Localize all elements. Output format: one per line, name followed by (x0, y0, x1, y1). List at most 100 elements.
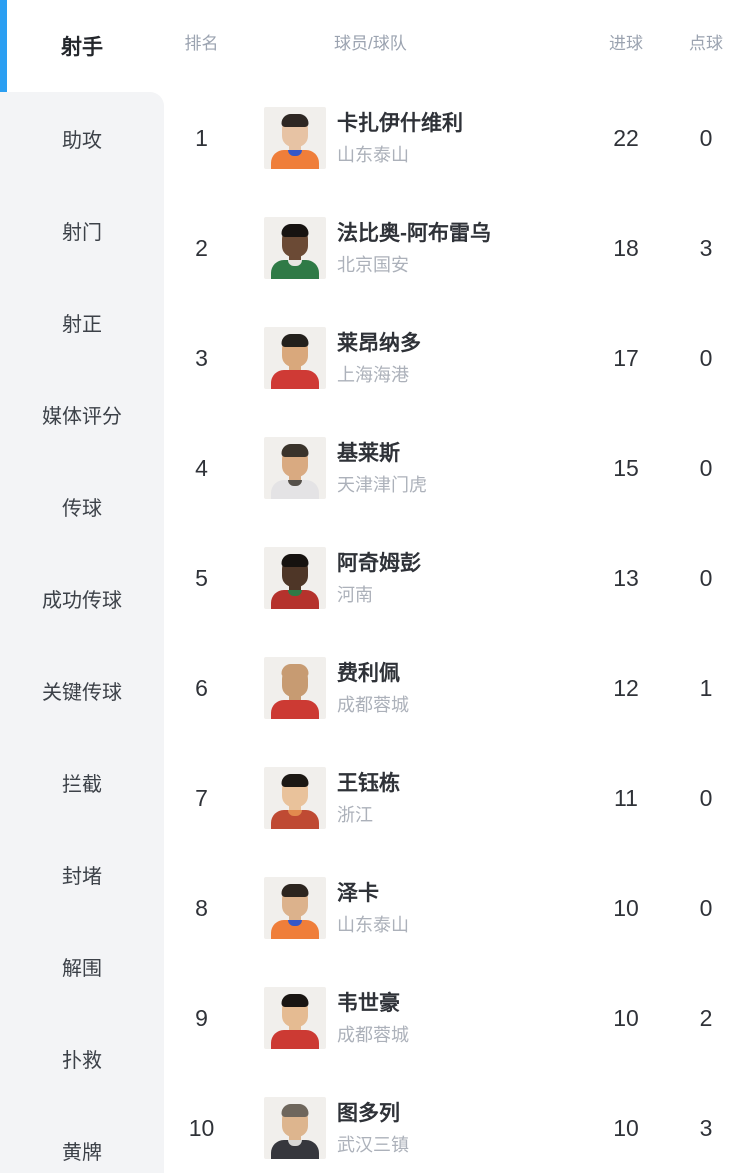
sidebar-item-yellow-cards[interactable]: 黄牌 (62, 1141, 102, 1164)
team-name: 山东泰山 (337, 914, 409, 935)
player-info: 王钰栋 浙江 (337, 771, 400, 826)
team-name: 北京国安 (337, 254, 409, 275)
goals-value: 10 (613, 894, 639, 921)
rank-value: 1 (195, 124, 208, 151)
player-cell: 王钰栋 浙江 (264, 767, 586, 829)
player-info: 阿奇姆彭 河南 (337, 551, 421, 606)
player-avatar (264, 657, 326, 719)
player-row[interactable]: 10 图多列 武汉三镇 10 3 (164, 1073, 750, 1173)
player-avatar (264, 547, 326, 609)
player-avatar (264, 987, 326, 1049)
player-row[interactable]: 4 基莱斯 天津津门虎 15 0 (164, 413, 750, 523)
penalties-value: 0 (699, 564, 713, 591)
avatar-collar (288, 150, 302, 156)
player-info: 卡扎伊什维利 山东泰山 (337, 111, 463, 166)
player-name: 费利佩 (337, 661, 400, 685)
rank-value: 10 (188, 1114, 215, 1141)
player-cell: 图多列 武汉三镇 (264, 1097, 586, 1159)
player-avatar (264, 1097, 326, 1159)
scorers-table: 排名 球员/球队 进球 点球 1 卡扎伊什维利 山 (164, 0, 750, 1173)
sidebar-item-scorers-active[interactable]: 射手 (0, 0, 164, 92)
goals-value: 17 (613, 344, 639, 371)
active-tab-indicator (0, 0, 7, 92)
penalties-value: 0 (699, 124, 713, 151)
penalties-value: 2 (699, 1004, 713, 1031)
team-name: 河南 (337, 584, 373, 605)
avatar-hair (281, 664, 309, 677)
avatar-hair (281, 554, 309, 567)
avatar-hair (281, 884, 309, 897)
player-row[interactable]: 9 韦世豪 成都蓉城 10 2 (164, 963, 750, 1073)
sidebar-item-clearances[interactable]: 解围 (62, 957, 102, 980)
rank-value: 5 (195, 564, 208, 591)
team-name: 天津津门虎 (337, 474, 427, 495)
avatar-collar (288, 370, 302, 376)
sidebar-item-shots-on-target[interactable]: 射正 (62, 313, 102, 336)
player-row[interactable]: 8 泽卡 山东泰山 10 0 (164, 853, 750, 963)
sidebar-items-group: 助攻 射门 射正 媒体评分 传球 成功传球 关键传球 拦截 封堵 解围 扑救 黄… (0, 92, 164, 1173)
rank-value: 4 (195, 454, 208, 481)
player-row[interactable]: 6 费利佩 成都蓉城 12 1 (164, 633, 750, 743)
avatar-hair (281, 994, 309, 1007)
sidebar-item-saves[interactable]: 扑救 (62, 1049, 102, 1072)
sidebar-item-interceptions[interactable]: 拦截 (62, 773, 102, 796)
avatar-collar (288, 260, 302, 266)
avatar-collar (288, 480, 302, 486)
player-cell: 莱昂纳多 上海海港 (264, 327, 586, 389)
avatar-jersey (271, 700, 319, 719)
avatar-hair (281, 334, 309, 347)
avatar-jersey (271, 370, 319, 389)
goals-value: 10 (613, 1114, 639, 1141)
player-info: 莱昂纳多 上海海港 (337, 331, 421, 386)
team-name: 山东泰山 (337, 144, 409, 165)
player-cell: 泽卡 山东泰山 (264, 877, 586, 939)
sidebar-item-assists[interactable]: 助攻 (62, 129, 102, 152)
player-avatar (264, 107, 326, 169)
col-header-player: 球员/球队 (334, 34, 407, 53)
goals-value: 10 (613, 1004, 639, 1031)
goals-value: 13 (613, 564, 639, 591)
player-name: 阿奇姆彭 (337, 551, 421, 575)
player-avatar (264, 217, 326, 279)
stats-sidebar: 射手 助攻 射门 射正 媒体评分 传球 成功传球 关键传球 拦截 封堵 解围 扑… (0, 0, 164, 1173)
avatar-jersey (271, 260, 319, 279)
player-row[interactable]: 7 王钰栋 浙江 11 0 (164, 743, 750, 853)
goals-value: 11 (614, 784, 638, 811)
sidebar-item-media-rating[interactable]: 媒体评分 (42, 405, 122, 428)
table-body: 1 卡扎伊什维利 山东泰山 22 0 (164, 83, 750, 1173)
avatar-collar (288, 700, 302, 706)
col-header-rank: 排名 (184, 34, 219, 53)
sidebar-item-passes[interactable]: 传球 (62, 497, 102, 520)
sidebar-item-label: 射手 (61, 36, 103, 59)
col-header-goals: 进球 (609, 34, 643, 53)
player-cell: 基莱斯 天津津门虎 (264, 437, 586, 499)
player-name: 卡扎伊什维利 (337, 111, 463, 135)
penalties-value: 3 (699, 1114, 713, 1141)
player-row[interactable]: 2 法比奥-阿布雷乌 北京国安 18 3 (164, 193, 750, 303)
player-info: 泽卡 山东泰山 (337, 881, 409, 936)
sidebar-item-key-passes[interactable]: 关键传球 (42, 681, 122, 704)
sidebar-item-successful-passes[interactable]: 成功传球 (42, 589, 122, 612)
avatar-collar (288, 1030, 302, 1036)
player-row[interactable]: 5 阿奇姆彭 河南 13 0 (164, 523, 750, 633)
player-row[interactable]: 1 卡扎伊什维利 山东泰山 22 0 (164, 83, 750, 193)
sidebar-item-blocks[interactable]: 封堵 (62, 865, 102, 888)
avatar-hair (281, 224, 309, 237)
avatar-hair (281, 444, 309, 457)
goals-value: 15 (613, 454, 639, 481)
player-cell: 法比奥-阿布雷乌 北京国安 (264, 217, 586, 279)
avatar-hair (281, 774, 309, 787)
player-name: 法比奥-阿布雷乌 (337, 221, 491, 245)
player-row[interactable]: 3 莱昂纳多 上海海港 17 0 (164, 303, 750, 413)
player-avatar (264, 327, 326, 389)
player-name: 泽卡 (337, 881, 379, 905)
sidebar-item-shots[interactable]: 射门 (62, 221, 102, 244)
player-cell: 费利佩 成都蓉城 (264, 657, 586, 719)
rank-value: 3 (195, 344, 208, 371)
team-name: 武汉三镇 (337, 1134, 409, 1155)
team-name: 成都蓉城 (337, 694, 409, 715)
avatar-jersey (271, 480, 319, 499)
rank-value: 6 (195, 674, 208, 701)
rank-value: 9 (195, 1004, 208, 1031)
